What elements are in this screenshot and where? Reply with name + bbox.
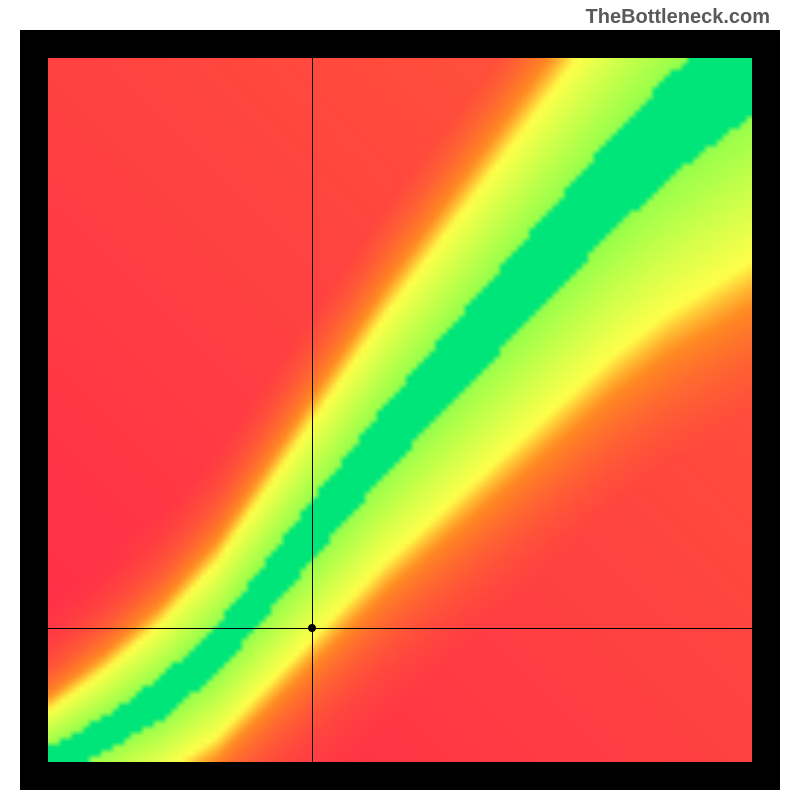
watermark-text: TheBottleneck.com — [586, 6, 770, 29]
heatmap-area — [48, 58, 752, 762]
plot-border — [20, 30, 780, 790]
crosshair-vertical — [312, 58, 313, 762]
heatmap-canvas — [48, 58, 752, 762]
chart-container: TheBottleneck.com — [0, 0, 800, 800]
crosshair-horizontal — [48, 628, 752, 629]
